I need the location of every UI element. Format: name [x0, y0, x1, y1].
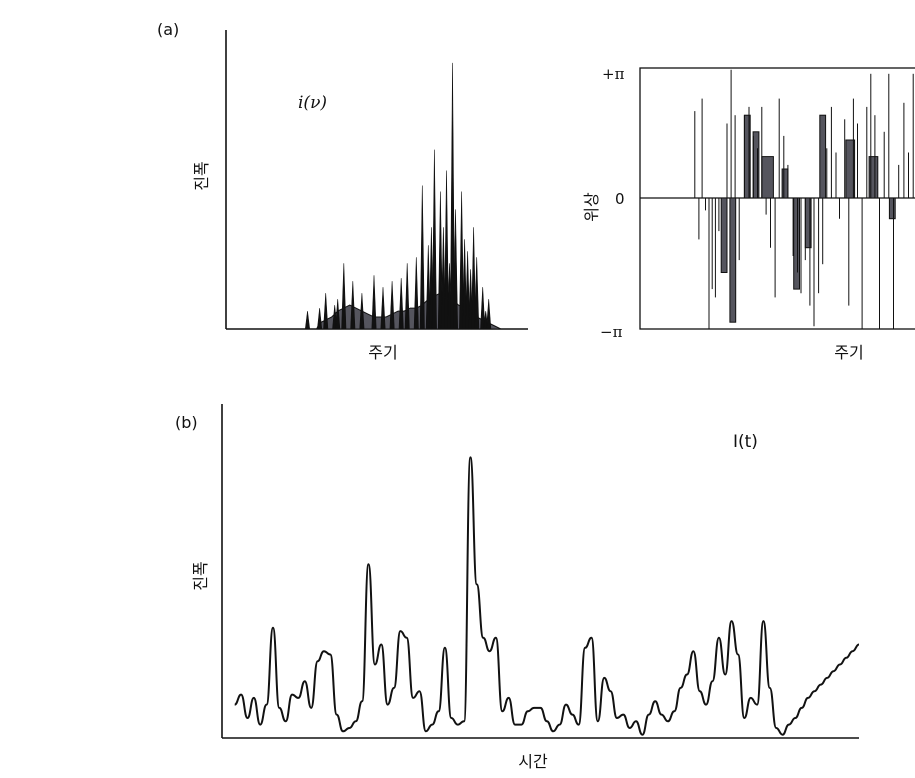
phase-block-10 [868, 156, 879, 199]
phase-block-9 [845, 139, 856, 199]
intensity-chart: I(t) 진폭 시간 [191, 404, 860, 771]
spectrum-peak-17 [431, 149, 437, 330]
spectrum-peak-0 [304, 311, 311, 330]
phase-block-6 [793, 197, 801, 290]
spectrum-peaks-layer [304, 62, 492, 330]
spectrum-peak-11 [398, 278, 404, 330]
intensity-y-label: 진폭 [191, 561, 210, 590]
spectrum-peak-4 [335, 299, 341, 330]
spectrum-peak-22 [449, 62, 456, 330]
phase-chart: +π 0 −π 위상 주기 [582, 65, 915, 362]
spectrum-peak-7 [359, 293, 365, 330]
spectrum-peak-14 [419, 185, 425, 330]
phase-block-11 [888, 197, 896, 220]
phase-tick-minus-pi: −π [600, 323, 623, 341]
spectrum-peak-10 [389, 281, 395, 330]
phase-x-label: 주기 [834, 343, 863, 362]
spectrum-peak-8 [371, 275, 377, 330]
phase-shaded-blocks [720, 114, 896, 323]
phase-block-0 [720, 197, 728, 273]
phase-tick-zero: 0 [615, 190, 625, 208]
spectrum-peak-1 [317, 308, 323, 330]
panel-a-label: (a) [157, 20, 179, 39]
spectrum-peak-25 [462, 239, 468, 330]
spectrum-peak-28 [471, 227, 477, 330]
spectrum-peak-2 [323, 293, 329, 330]
spectrum-chart: i(ν) 진폭 주기 [192, 30, 528, 362]
spectrum-peak-20 [443, 170, 450, 330]
spectrum-peak-30 [480, 287, 486, 330]
panel-b-label: (b) [175, 413, 198, 432]
phase-block-8 [819, 114, 827, 199]
phase-lines-layer [694, 69, 914, 329]
spectrum-peak-13 [413, 257, 419, 330]
intensity-x-label: 시간 [518, 752, 548, 771]
spectrum-peak-32 [486, 299, 492, 330]
spectrum-peak-29 [474, 257, 480, 330]
phase-tick-plus-pi: +π [602, 65, 625, 83]
spectrum-x-label: 주기 [368, 343, 397, 362]
phase-block-4 [761, 156, 774, 199]
spectrum-y-label: 진폭 [192, 161, 211, 190]
spectrum-peak-6 [350, 281, 356, 330]
spectrum-peak-12 [404, 263, 410, 330]
spectrum-peak-9 [380, 287, 386, 330]
spectrum-peak-26 [465, 251, 471, 330]
intensity-series-line [234, 456, 860, 736]
phase-block-1 [729, 197, 737, 323]
spectrum-peak-24 [459, 191, 465, 330]
spectrum-peak-23 [452, 209, 459, 330]
intensity-series-label: I(t) [733, 432, 758, 452]
spectrum-series-label: i(ν) [298, 93, 327, 113]
phase-block-5 [781, 168, 789, 199]
phase-block-3 [752, 131, 760, 199]
spectrum-peak-5 [341, 263, 347, 330]
phase-y-label: 위상 [582, 192, 601, 222]
spectrum-peak-18 [437, 191, 443, 330]
